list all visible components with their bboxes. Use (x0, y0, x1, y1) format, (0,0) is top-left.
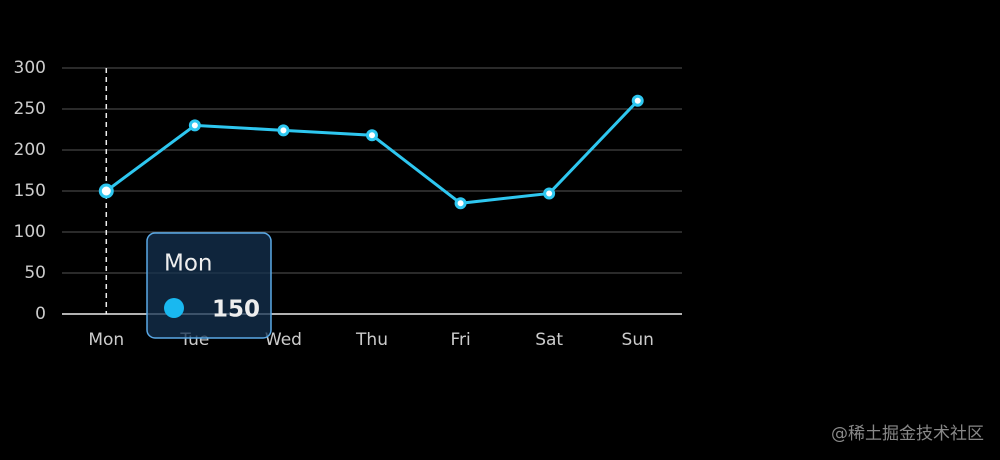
tooltip-title: Mon (164, 251, 213, 277)
x-tick-label: Fri (450, 330, 470, 350)
y-tick-label: 100 (14, 222, 46, 242)
y-tick-label: 0 (35, 304, 46, 324)
x-tick-label: Wed (265, 330, 302, 350)
point (188, 119, 201, 132)
tooltip-marker (164, 298, 184, 318)
point (631, 94, 644, 107)
x-tick-label: Sun (622, 330, 654, 350)
y-tick-label: 150 (14, 181, 46, 201)
point (454, 197, 467, 210)
y-tick-label: 300 (14, 58, 46, 78)
watermark: @稀土掘金技术社区 (831, 424, 984, 444)
y-tick-label: 50 (24, 263, 46, 283)
x-tick-label: Sat (535, 330, 563, 350)
tooltip-value: 150 (212, 297, 260, 323)
point (277, 124, 290, 137)
x-tick-label: Thu (355, 330, 388, 350)
tooltip: Mon 150 (146, 232, 272, 339)
y-tick-label: 200 (14, 140, 46, 160)
point (366, 129, 378, 142)
x-tick-label: Mon (88, 330, 124, 350)
y-tick-label: 250 (14, 99, 46, 119)
point (543, 187, 556, 200)
point (98, 183, 114, 199)
